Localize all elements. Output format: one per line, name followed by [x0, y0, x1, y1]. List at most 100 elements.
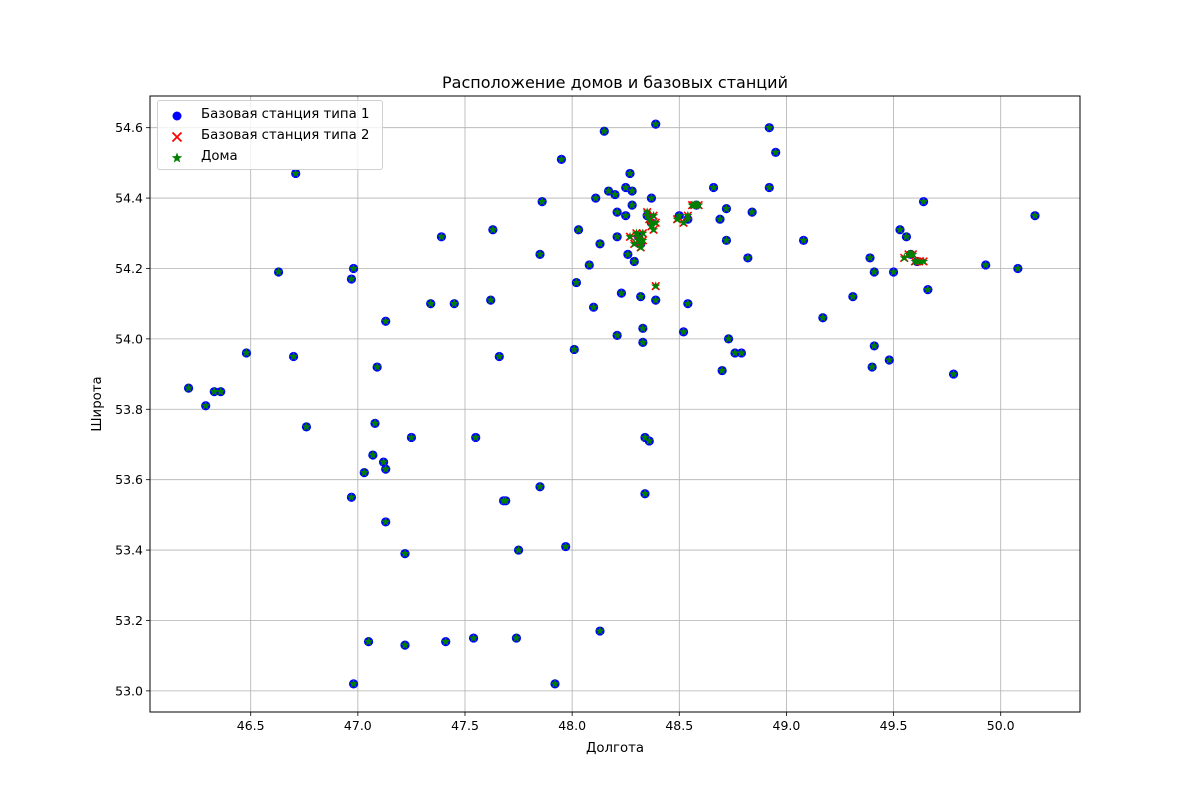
point-house [683, 210, 693, 220]
point-house [400, 640, 410, 649]
x-tick-label: 47.0 [344, 718, 372, 733]
point-house [612, 207, 622, 217]
grid-lines [150, 96, 1080, 712]
point-house [638, 337, 648, 347]
point-house [649, 224, 659, 234]
x-tick-label: 48.0 [558, 718, 586, 733]
point-house [649, 210, 659, 220]
legend-label-houses: Дома [201, 149, 238, 164]
point-house [449, 298, 459, 308]
point-house [584, 260, 594, 269]
point-house [640, 432, 650, 442]
point-house [651, 119, 661, 129]
point-house [488, 224, 498, 234]
series-3 [184, 119, 1040, 688]
point-house [359, 467, 369, 477]
point-house [904, 249, 914, 259]
point-house [535, 481, 545, 491]
point-house [949, 369, 959, 378]
blue-circle-icon [172, 111, 182, 121]
point-house [910, 256, 920, 266]
point-house [683, 214, 693, 224]
point-house [556, 154, 566, 164]
point-house [535, 249, 545, 259]
point-house [721, 235, 731, 245]
point-house [381, 464, 391, 473]
point-house [486, 295, 496, 305]
point-house [625, 168, 635, 178]
point-house [717, 365, 727, 375]
point-house [201, 400, 211, 410]
point-house [623, 249, 633, 259]
red-x-icon [171, 131, 183, 143]
point-house [919, 196, 929, 206]
point-house [867, 362, 877, 371]
y-tick-label: 53.0 [115, 683, 143, 698]
x-axis-label: Долгота [586, 741, 644, 756]
x-tick-label: 48.5 [665, 718, 693, 733]
point-house [629, 239, 639, 248]
point-house [216, 386, 226, 396]
point-house [469, 633, 479, 642]
point-house [291, 168, 301, 178]
point-house [884, 355, 894, 364]
point-house [638, 235, 648, 245]
point-house [406, 432, 416, 442]
point-house [724, 334, 734, 343]
x-tick-label: 47.5 [451, 718, 479, 733]
y-tick-label: 53.8 [115, 402, 143, 417]
point-house [441, 636, 451, 646]
point-house [646, 221, 656, 231]
point-house [683, 298, 693, 308]
point-house [743, 253, 753, 262]
point-house [372, 362, 382, 371]
point-house [747, 207, 757, 217]
y-tick-label: 54.6 [115, 120, 143, 135]
x-tick-label: 50.0 [987, 718, 1015, 733]
x-axis-ticks: 46.5 47.0 47.5 48.0 48.5 49.0 49.5 50.0 [237, 712, 1015, 733]
point-house [494, 351, 504, 361]
point-house [589, 302, 599, 312]
legend-item-houses: Дома [158, 148, 382, 168]
point-house [715, 214, 725, 224]
point-house [1030, 210, 1040, 220]
point-house [511, 633, 521, 642]
point-house [426, 298, 436, 308]
point-house [595, 626, 605, 635]
point-house [612, 232, 622, 241]
point-house [642, 210, 652, 220]
point-house [471, 432, 481, 442]
point-house [621, 182, 631, 192]
point-house [651, 295, 661, 305]
legend-item-type1: Базовая станция типа 1 [158, 106, 382, 126]
point-house [709, 182, 719, 192]
point-house [621, 210, 631, 220]
point-house [346, 274, 356, 283]
point-house [349, 263, 359, 273]
y-tick-label: 53.6 [115, 472, 143, 487]
point-house [640, 488, 650, 498]
point-house [370, 418, 380, 428]
point-house [848, 291, 858, 301]
green-star-icon [171, 152, 183, 163]
legend-item-type2: Базовая станция типа 2 [158, 127, 382, 147]
point-house [895, 224, 905, 234]
point-house [364, 636, 374, 646]
plot-frame [149, 95, 1081, 713]
y-tick-label: 54.4 [115, 191, 143, 206]
series-1 [183, 119, 1040, 689]
point-house [436, 232, 446, 241]
point-house [184, 383, 194, 393]
point-house [636, 291, 646, 301]
point-house [625, 232, 635, 241]
point-house [642, 207, 652, 217]
point-house [368, 450, 378, 459]
y-tick-label: 53.4 [115, 543, 143, 558]
point-house [241, 348, 251, 357]
point-house [889, 267, 899, 276]
y-axis-label: Широта [90, 376, 105, 431]
point-house [981, 260, 991, 269]
point-house [638, 323, 648, 333]
y-tick-label: 54.0 [115, 331, 143, 346]
point-house [571, 277, 581, 287]
